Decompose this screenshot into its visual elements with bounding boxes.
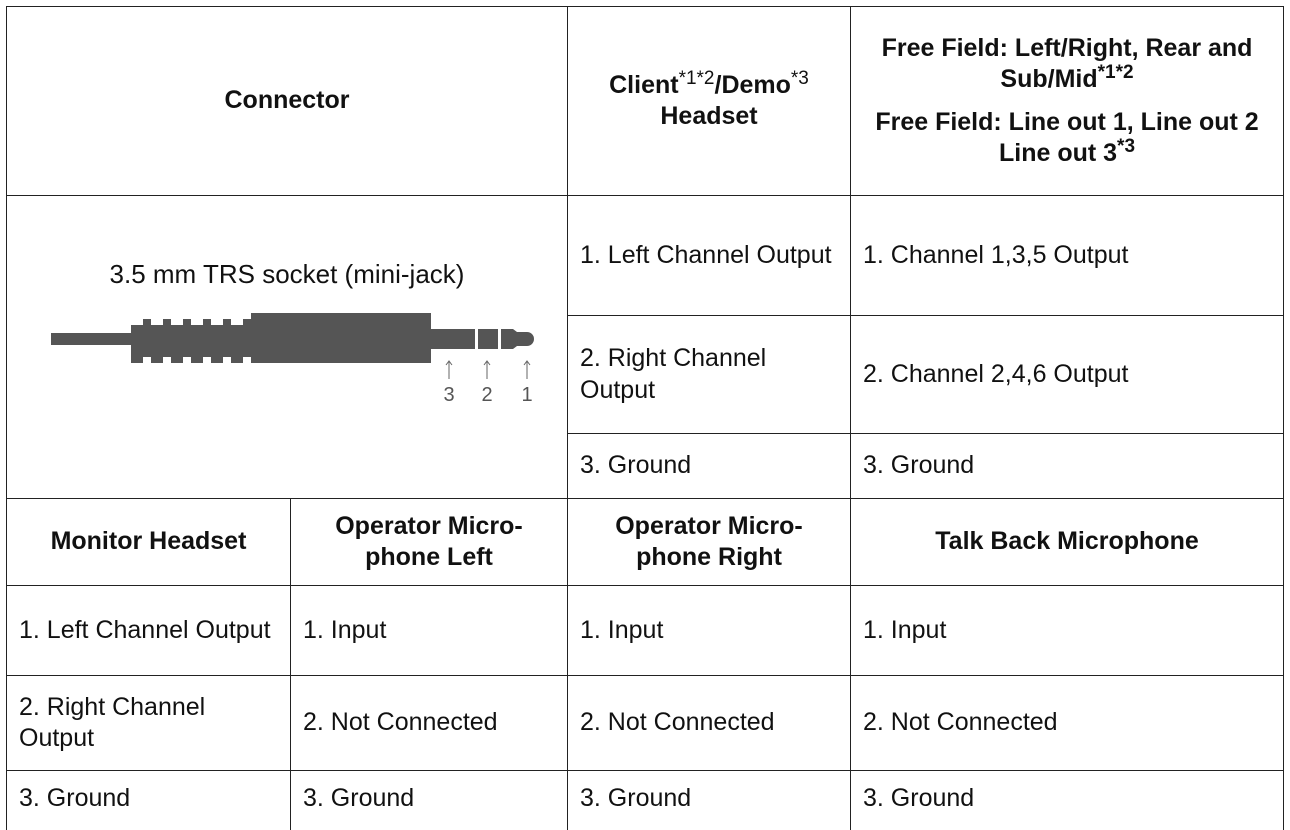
cell-text: 3. Ground [863, 784, 975, 812]
header-text: Talk Back Microphone [935, 527, 1199, 556]
pin-arrows [445, 359, 531, 379]
header-text: /Demo [714, 70, 791, 99]
footnote: *3 [790, 67, 809, 89]
cell-text: 2. Not Connected [580, 708, 775, 737]
header-cell: Operator Micro-phone Right [567, 498, 850, 585]
header-cell: Free Field: Left/Right, Rear and Sub/Mid… [850, 6, 1284, 195]
cell-text: 1. Input [580, 615, 664, 644]
data-cell: 1. Left Channel Output [567, 195, 850, 315]
data-cell: 1. Input [850, 585, 1284, 675]
data-cell: 2. Channel 2,4,6 Output [850, 315, 1284, 433]
data-cell: 3. Ground [567, 770, 850, 830]
jack-illustration: 3 2 1 [51, 312, 534, 406]
header-line: Client*1*2/Demo*3 [609, 67, 809, 101]
header-cell: Client*1*2/Demo*3 Headset [567, 6, 850, 195]
jack-shape [51, 312, 534, 363]
cell-text: 1. Channel 1,3,5 Output [863, 240, 1129, 269]
header-text: Connector [224, 86, 350, 115]
cell-text: 3. Ground [303, 784, 415, 812]
data-cell: 2. Not Connected [850, 675, 1284, 770]
header-text: Headset [660, 102, 758, 130]
data-cell: 1. Left Channel Output [6, 585, 290, 675]
header-line: Free Field: Left/Right, Rear and Sub/Mid… [855, 33, 1279, 96]
cell-text: 1. Input [863, 615, 947, 644]
footnote: *1*2 [1097, 61, 1134, 83]
cell-text: 3. Ground [580, 784, 692, 812]
header-text: Operator Micro-phone Right [615, 511, 803, 571]
data-cell: 2. Right Channel Output [6, 675, 290, 770]
header-cell: Talk Back Microphone [850, 498, 1284, 585]
cell-text: 1. Left Channel Output [19, 615, 271, 644]
cell-text: 1. Left Channel Output [580, 240, 832, 269]
pin-number: 2 [481, 384, 492, 406]
footnote: *1*2 [678, 67, 715, 89]
data-cell: 3. Ground [567, 433, 850, 498]
header-text: Client [609, 70, 679, 99]
cell-text: 2. Not Connected [863, 708, 1058, 737]
header-cell: Operator Micro-phone Left [290, 498, 567, 585]
data-cell: 3. Ground [850, 433, 1284, 498]
data-cell: 1. Input [290, 585, 567, 675]
cell-text: 3. Ground [863, 451, 975, 480]
data-cell: 3. Ground [850, 770, 1284, 830]
data-cell: 2. Not Connected [290, 675, 567, 770]
cell-text: 1. Input [303, 615, 387, 644]
data-cell: 2. Right Channel Output [567, 315, 850, 433]
cell-text: 3. Ground [19, 784, 131, 812]
header-text: Monitor Headset [50, 527, 247, 556]
data-cell: 3. Ground [6, 770, 290, 830]
data-cell: 3. Ground [290, 770, 567, 830]
cell-text: 2. Right Channel Output [19, 692, 206, 752]
header-cell: Connector [6, 6, 567, 195]
cell-text: 2. Channel 2,4,6 Output [863, 359, 1129, 388]
data-cell: 2. Not Connected [567, 675, 850, 770]
cell-text: 2. Not Connected [303, 708, 498, 737]
cell-text: 2. Right Channel Output [580, 344, 767, 404]
header-text: Operator Micro-phone Left [335, 511, 523, 571]
pin-number: 3 [443, 384, 454, 406]
header-cell: Monitor Headset [6, 498, 290, 585]
connector-label: 3.5 mm TRS socket (mini-jack) [109, 259, 465, 289]
footnote: *3 [1117, 136, 1136, 158]
header-line: Free Field: Line out 1, Line out 2 Line … [855, 107, 1279, 170]
pin-number: 1 [521, 384, 532, 406]
header-text: Free Field: Line out 1, Line out 2 Line … [875, 108, 1259, 168]
cell-text: 3. Ground [580, 451, 692, 480]
connector-cell: 3.5 mm TRS socket (mini-jack) 3 2 1 [6, 195, 567, 498]
data-cell: 1. Input [567, 585, 850, 675]
data-cell: 1. Channel 1,3,5 Output [850, 195, 1284, 315]
header-text: Free Field: Left/Right, Rear and Sub/Mid [881, 33, 1253, 93]
